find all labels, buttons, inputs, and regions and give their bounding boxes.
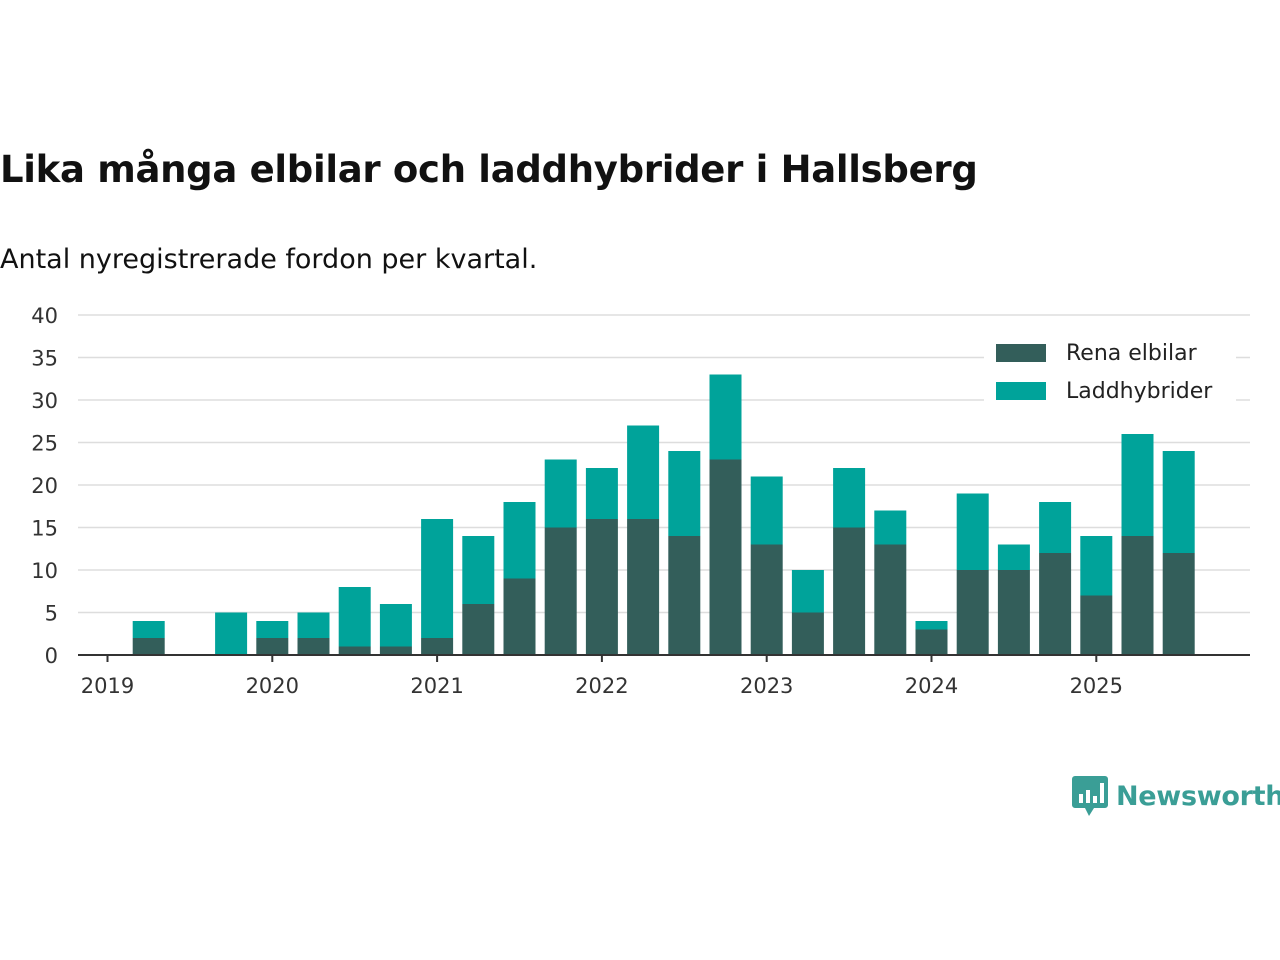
brand-logo: Newsworthy — [1072, 776, 1280, 816]
bar-rena-elbilar — [791, 612, 824, 655]
bar-laddhybrider — [421, 519, 454, 638]
y-tick-label: 20 — [31, 474, 58, 498]
x-tick-label: 2025 — [1070, 674, 1123, 698]
bar-laddhybrider — [132, 621, 165, 638]
bar-laddhybrider — [874, 510, 907, 545]
legend-swatch-rena-elbilar — [996, 344, 1046, 362]
bar-rena-elbilar — [544, 527, 577, 655]
bar-rena-elbilar — [668, 536, 701, 655]
bar-laddhybrider — [379, 604, 412, 647]
bar-rena-elbilar — [379, 646, 412, 655]
y-tick-label: 30 — [31, 389, 58, 413]
bar-laddhybrider — [915, 621, 948, 630]
bar-laddhybrider — [1080, 536, 1113, 596]
bar-laddhybrider — [544, 459, 577, 528]
bar-rena-elbilar — [1039, 553, 1072, 655]
bar-rena-elbilar — [297, 638, 330, 655]
bars — [132, 374, 1195, 655]
x-tick-label: 2023 — [740, 674, 793, 698]
bar-laddhybrider — [215, 612, 248, 655]
bar-rena-elbilar — [833, 527, 866, 655]
bar-laddhybrider — [833, 468, 866, 528]
legend-swatch-laddhybrider — [996, 382, 1046, 400]
y-tick-label: 15 — [31, 517, 58, 541]
y-tick-label: 0 — [45, 644, 58, 668]
bar-rena-elbilar — [338, 646, 371, 655]
chart-title: Lika många elbilar och laddhybrider i Ha… — [0, 148, 978, 191]
x-tick-label: 2022 — [575, 674, 628, 698]
y-tick-label: 10 — [31, 559, 58, 583]
bar-laddhybrider — [503, 502, 536, 579]
bar-laddhybrider — [585, 468, 618, 519]
bar-laddhybrider — [462, 536, 495, 604]
y-tick-label: 25 — [31, 432, 58, 456]
bar-laddhybrider — [791, 570, 824, 613]
bar-rena-elbilar — [915, 629, 948, 655]
bar-rena-elbilar — [503, 578, 536, 655]
bar-rena-elbilar — [627, 519, 660, 655]
y-tick-label: 5 — [45, 602, 58, 626]
bar-laddhybrider — [709, 374, 742, 460]
bar-laddhybrider — [1039, 502, 1072, 553]
bar-laddhybrider — [338, 587, 371, 647]
legend-label-rena-elbilar: Rena elbilar — [1066, 341, 1198, 366]
y-tick-label: 40 — [31, 304, 58, 328]
x-tick-label: 2020 — [246, 674, 299, 698]
brand-name: Newsworthy — [1116, 780, 1280, 812]
bar-rena-elbilar — [956, 570, 989, 655]
bar-rena-elbilar — [874, 544, 907, 655]
bar-laddhybrider — [997, 544, 1030, 570]
bar-laddhybrider — [297, 612, 330, 638]
bar-laddhybrider — [750, 476, 783, 545]
x-tick-label: 2021 — [410, 674, 463, 698]
x-tick-label: 2019 — [81, 674, 134, 698]
bar-rena-elbilar — [750, 544, 783, 655]
bar-rena-elbilar — [1121, 536, 1154, 655]
bar-laddhybrider — [668, 451, 701, 536]
bar-rena-elbilar — [421, 638, 454, 655]
bar-laddhybrider — [627, 425, 660, 519]
bar-rena-elbilar — [462, 604, 495, 655]
bar-rena-elbilar — [709, 459, 742, 655]
bar-rena-elbilar — [1080, 595, 1113, 655]
chart-subtitle: Antal nyregistrerade fordon per kvartal. — [0, 244, 538, 275]
bar-rena-elbilar — [585, 519, 618, 655]
bar-laddhybrider — [1162, 451, 1195, 553]
bar-rena-elbilar — [997, 570, 1030, 655]
bar-laddhybrider — [256, 621, 289, 638]
legend-label-laddhybrider: Laddhybrider — [1066, 379, 1213, 404]
legend: Rena elbilar Laddhybrider — [984, 332, 1236, 418]
bar-rena-elbilar — [256, 638, 289, 655]
bar-rena-elbilar — [1162, 553, 1195, 655]
x-tick-label: 2024 — [905, 674, 958, 698]
bar-laddhybrider — [1121, 434, 1154, 536]
bar-chart-speech-bubble-icon — [1072, 776, 1108, 816]
y-tick-label: 35 — [31, 347, 58, 371]
bar-rena-elbilar — [132, 638, 165, 655]
bar-laddhybrider — [956, 493, 989, 570]
